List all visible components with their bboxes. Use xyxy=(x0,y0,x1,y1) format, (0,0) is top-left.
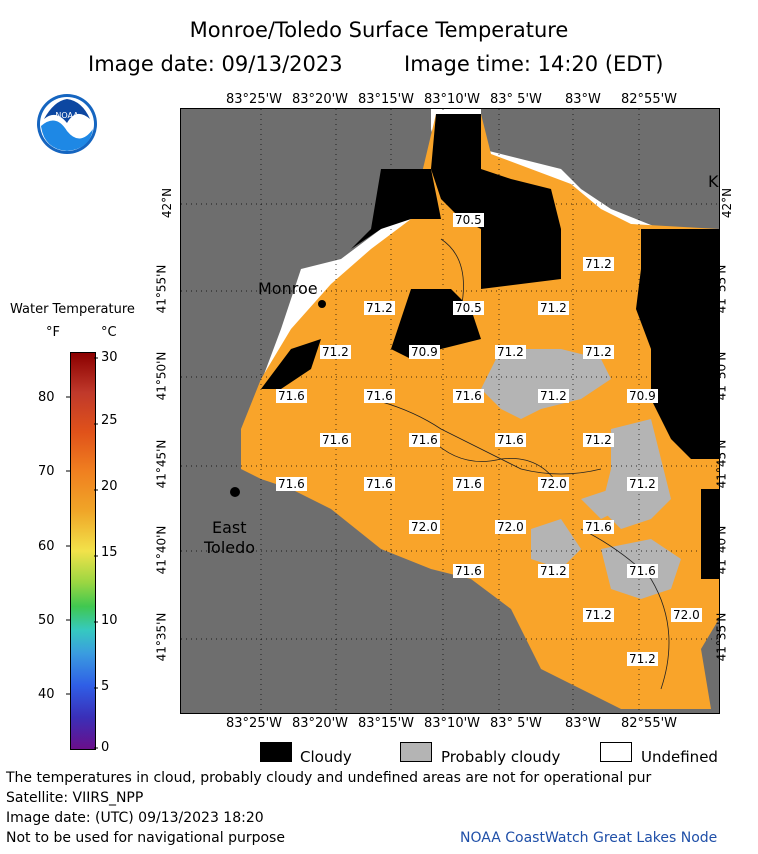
legend-swatch-probably-cloudy xyxy=(400,742,432,762)
lat-label-left: 41°45'N xyxy=(154,439,169,489)
footer-credit: NOAA CoastWatch Great Lakes Node xyxy=(460,830,718,846)
temp-label: 72.0 xyxy=(495,520,526,534)
footer-navigation: Not to be used for navigational purpose xyxy=(6,830,285,846)
temp-label: 71.2 xyxy=(538,389,569,403)
temp-label: 71.6 xyxy=(583,520,614,534)
temp-label: 71.2 xyxy=(538,564,569,578)
lon-label-bottom: 83°25'W xyxy=(226,716,283,731)
temp-label: 71.6 xyxy=(453,389,484,403)
f-tick: 70 xyxy=(38,464,55,479)
temp-label: 71.2 xyxy=(495,345,526,359)
colorbar-unit-f: °F xyxy=(46,325,60,340)
map-area xyxy=(180,108,720,714)
temp-label: 72.0 xyxy=(671,608,702,622)
temp-label: 70.5 xyxy=(453,213,484,227)
lat-label-right: 41°55'N xyxy=(714,264,729,314)
temp-label: 71.2 xyxy=(364,301,395,315)
footer-disclaimer: The temperatures in cloud, probably clou… xyxy=(6,770,652,786)
legend-swatch-cloudy xyxy=(260,742,292,762)
colorbar xyxy=(70,352,96,750)
place-k: K xyxy=(708,172,719,191)
lon-label-top: 83°20'W xyxy=(292,92,349,107)
temp-label: 71.2 xyxy=(627,477,658,491)
lon-label-top: 83°10'W xyxy=(424,92,481,107)
temp-label: 71.2 xyxy=(583,345,614,359)
c-tick: 25 xyxy=(101,413,118,428)
colorbar-unit-c: °C xyxy=(101,325,117,340)
place-monroe: Monroe xyxy=(258,279,318,298)
temp-label: 70.9 xyxy=(409,345,440,359)
lon-label-bottom: 83°15'W xyxy=(358,716,415,731)
colorbar-title: Water Temperature xyxy=(10,302,135,317)
lon-label-top: 83°W xyxy=(565,92,601,107)
f-tick: 40 xyxy=(38,687,55,702)
image-date: Image date: 09/13/2023 xyxy=(88,52,343,76)
temp-label: 71.6 xyxy=(276,389,307,403)
map-title: Monroe/Toledo Surface Temperature xyxy=(189,18,569,42)
legend-cloudy: Cloudy xyxy=(300,748,352,766)
temp-label: 72.0 xyxy=(538,477,569,491)
temp-label: 70.9 xyxy=(627,389,658,403)
c-tick: 20 xyxy=(101,479,118,494)
temp-label: 71.6 xyxy=(453,564,484,578)
temp-label: 71.2 xyxy=(583,608,614,622)
temp-label: 71.6 xyxy=(320,433,351,447)
lat-label-right: 41°45'N xyxy=(714,439,729,489)
lat-label-right: 41°40'N xyxy=(714,525,729,575)
lat-label-right: 41°35'N xyxy=(714,612,729,662)
temp-label: 70.5 xyxy=(453,301,484,315)
lat-label-right: 42°N xyxy=(720,187,735,219)
temp-label: 71.6 xyxy=(364,477,395,491)
lon-label-bottom: 83°20'W xyxy=(292,716,349,731)
place-east: East xyxy=(212,518,247,537)
temp-label: 71.6 xyxy=(409,433,440,447)
f-tick: 50 xyxy=(38,613,55,628)
noaa-logo: NOAA xyxy=(36,93,98,155)
lat-label-left: 41°40'N xyxy=(154,525,169,575)
legend-swatch-undefined xyxy=(600,742,632,762)
lat-label-left: 42°N xyxy=(160,187,175,219)
footer-utc-date: Image date: (UTC) 09/13/2023 18:20 xyxy=(6,810,264,826)
f-tick: 60 xyxy=(38,539,55,554)
lon-label-bottom: 82°55'W xyxy=(621,716,678,731)
lon-label-top: 82°55'W xyxy=(621,92,678,107)
noaa-logo-text: NOAA xyxy=(55,111,79,120)
legend-probably-cloudy: Probably cloudy xyxy=(441,748,561,766)
temp-label: 71.6 xyxy=(495,433,526,447)
temp-label: 71.2 xyxy=(627,652,658,666)
lat-label-left: 41°55'N xyxy=(154,264,169,314)
toledo-marker xyxy=(230,487,240,497)
c-tick: 0 xyxy=(101,740,110,755)
c-tick: 5 xyxy=(101,679,110,694)
temp-label: 72.0 xyxy=(409,520,440,534)
temp-label: 71.6 xyxy=(453,477,484,491)
c-tick: 30 xyxy=(101,350,118,365)
legend-undefined: Undefined xyxy=(641,748,718,766)
lon-label-bottom: 83° 5'W xyxy=(490,716,542,731)
temp-label: 71.6 xyxy=(627,564,658,578)
image-time: Image time: 14:20 (EDT) xyxy=(404,52,664,76)
lat-label-left: 41°50'N xyxy=(154,351,169,401)
temp-label: 71.2 xyxy=(320,345,351,359)
lon-label-top: 83°25'W xyxy=(226,92,283,107)
monroe-marker xyxy=(318,300,326,308)
lon-label-bottom: 83°10'W xyxy=(424,716,481,731)
c-tick: 15 xyxy=(101,545,118,560)
c-tick: 10 xyxy=(101,613,118,628)
temp-label: 71.6 xyxy=(276,477,307,491)
lon-label-bottom: 83°W xyxy=(565,716,601,731)
f-tick: 80 xyxy=(38,390,55,405)
temp-label: 71.2 xyxy=(538,301,569,315)
temp-label: 71.6 xyxy=(364,389,395,403)
lon-label-top: 83°15'W xyxy=(358,92,415,107)
lon-label-top: 83° 5'W xyxy=(490,92,542,107)
lat-label-left: 41°35'N xyxy=(154,612,169,662)
temp-label: 71.2 xyxy=(583,433,614,447)
lat-label-right: 41°50'N xyxy=(714,351,729,401)
temp-label: 71.2 xyxy=(583,257,614,271)
place-toledo: Toledo xyxy=(204,538,256,557)
footer-satellite: Satellite: VIIRS_NPP xyxy=(6,790,144,806)
